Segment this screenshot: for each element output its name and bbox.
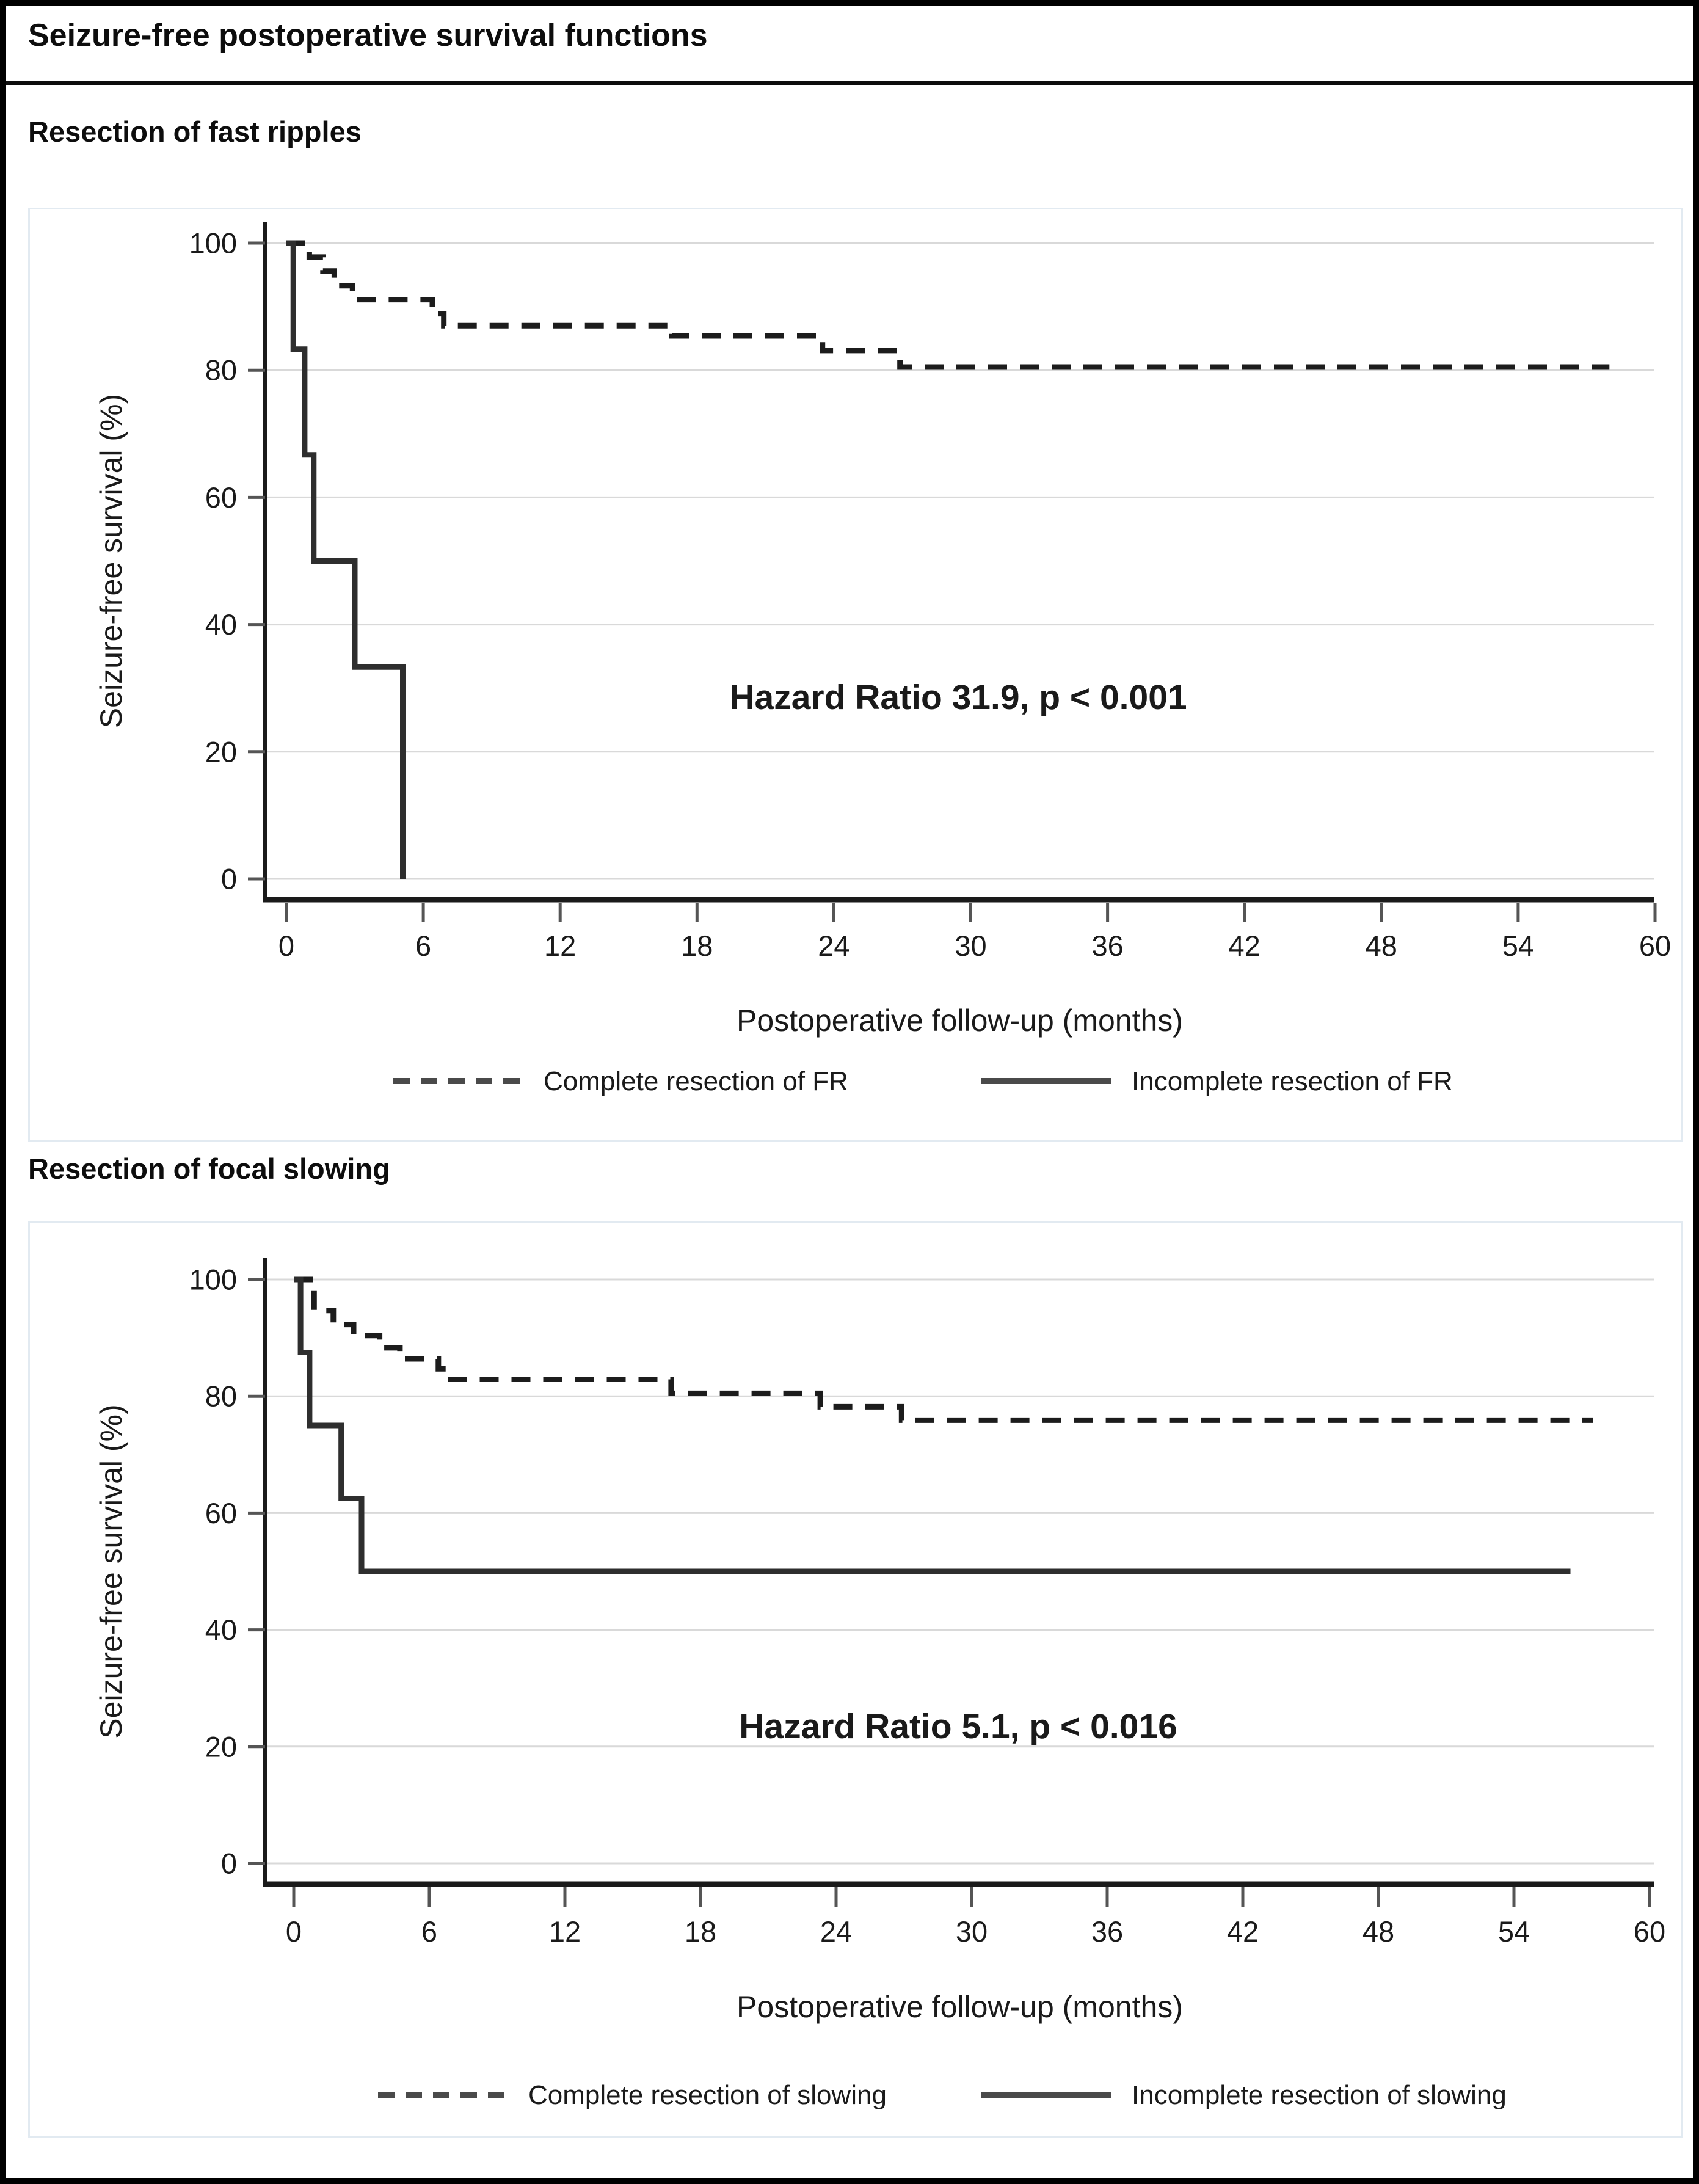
y-tick-label-0: 0 xyxy=(221,863,237,895)
hazard-ratio-annotation: Hazard Ratio 31.9, p < 0.001 xyxy=(729,678,1187,717)
y-tick-label-20: 20 xyxy=(205,1730,237,1763)
y-tick-label-40: 40 xyxy=(205,1614,237,1646)
legend: Complete resection of FR Incomplete resec… xyxy=(393,1066,1453,1096)
y-tick-label-100: 100 xyxy=(189,227,237,260)
km-chart-fast-ripples: 0 20 40 60 80 100 0 6 12 18 24 30 36 42 48 54 60 Postoper… xyxy=(28,208,1683,1142)
y-axis-title: Seizure-free survival (%) xyxy=(94,1404,128,1738)
curve-complete-resection-of-slowing xyxy=(294,1276,1593,1423)
x-tick-label-60: 60 xyxy=(1639,930,1671,962)
y-tick-label-80: 80 xyxy=(205,354,237,387)
legend-label: Incomplete resection of slowing xyxy=(1132,2080,1507,2110)
chart-canvas: 0 20 40 60 80 100 0 6 12 18 24 30 36 42 48 54 60 Postoper… xyxy=(94,222,1671,1096)
x-tick-label-36: 36 xyxy=(1091,930,1123,962)
section-heading-fast-ripples: Resection of fast ripples xyxy=(28,115,362,148)
km-chart-focal-slowing: 0 20 40 60 80 100 0 6 12 18 24 30 36 42 48 54 60 Postoper… xyxy=(28,1221,1683,2138)
y-tick-label-0: 0 xyxy=(221,1847,237,1880)
y-tick-label-100: 100 xyxy=(189,1264,237,1296)
x-tick-label-60: 60 xyxy=(1634,1915,1665,1948)
legend-label: Incomplete resection of FR xyxy=(1132,1066,1453,1096)
x-tick-label-42: 42 xyxy=(1229,930,1261,962)
x-tick-label-42: 42 xyxy=(1227,1915,1259,1948)
x-tick-label-54: 54 xyxy=(1498,1915,1530,1948)
y-tick-label-80: 80 xyxy=(205,1380,237,1413)
x-tick-label-6: 6 xyxy=(421,1915,437,1948)
figure-title: Seizure-free postoperative survival func… xyxy=(28,18,708,53)
legend-item-incomplete-resection-of-fr: Incomplete resection of FR xyxy=(981,1066,1453,1096)
x-axis-title: Postoperative follow-up (months) xyxy=(737,1003,1183,1038)
title-divider xyxy=(6,81,1693,85)
x-tick-label-48: 48 xyxy=(1366,930,1397,962)
y-tick-label-20: 20 xyxy=(205,735,237,768)
y-tick-label-40: 40 xyxy=(205,608,237,641)
y-axis-title: Seizure-free survival (%) xyxy=(94,394,128,728)
x-tick-label-24: 24 xyxy=(818,930,850,962)
x-tick-label-0: 0 xyxy=(278,930,294,962)
x-tick-label-12: 12 xyxy=(544,930,576,962)
x-tick-label-36: 36 xyxy=(1091,1915,1123,1948)
x-tick-label-12: 12 xyxy=(549,1915,581,1948)
x-tick-label-24: 24 xyxy=(820,1915,852,1948)
curve-complete-resection-of-fr xyxy=(286,240,1610,370)
section-heading-focal-slowing: Resection of focal slowing xyxy=(28,1152,390,1185)
x-tick-label-0: 0 xyxy=(286,1915,302,1948)
legend: Complete resection of slowing Incomplete … xyxy=(378,2080,1507,2110)
x-axis-title: Postoperative follow-up (months) xyxy=(737,1990,1183,2024)
y-tick-label-60: 60 xyxy=(205,1497,237,1529)
legend-item-complete-resection-of-fr: Complete resection of FR xyxy=(393,1066,848,1096)
x-tick-label-18: 18 xyxy=(681,930,713,962)
legend-label: Complete resection of slowing xyxy=(528,2080,887,2110)
x-tick-label-30: 30 xyxy=(956,1915,988,1948)
y-tick-label-60: 60 xyxy=(205,481,237,514)
x-tick-label-54: 54 xyxy=(1502,930,1534,962)
curve-incomplete-resection-of-fr xyxy=(286,240,406,879)
x-tick-label-30: 30 xyxy=(955,930,986,962)
x-tick-label-18: 18 xyxy=(685,1915,716,1948)
legend-item-complete-resection-of-slowing: Complete resection of slowing xyxy=(378,2080,887,2110)
legend-label: Complete resection of FR xyxy=(544,1066,848,1096)
x-tick-label-6: 6 xyxy=(415,930,431,962)
legend-item-incomplete-resection-of-slowing: Incomplete resection of slowing xyxy=(981,2080,1507,2110)
x-tick-label-48: 48 xyxy=(1362,1915,1394,1948)
hazard-ratio-annotation: Hazard Ratio 5.1, p < 0.016 xyxy=(739,1707,1177,1746)
chart-canvas: 0 20 40 60 80 100 0 6 12 18 24 30 36 42 48 54 60 Postoper… xyxy=(94,1258,1665,2110)
curve-incomplete-resection-of-slowing xyxy=(294,1276,1571,1574)
